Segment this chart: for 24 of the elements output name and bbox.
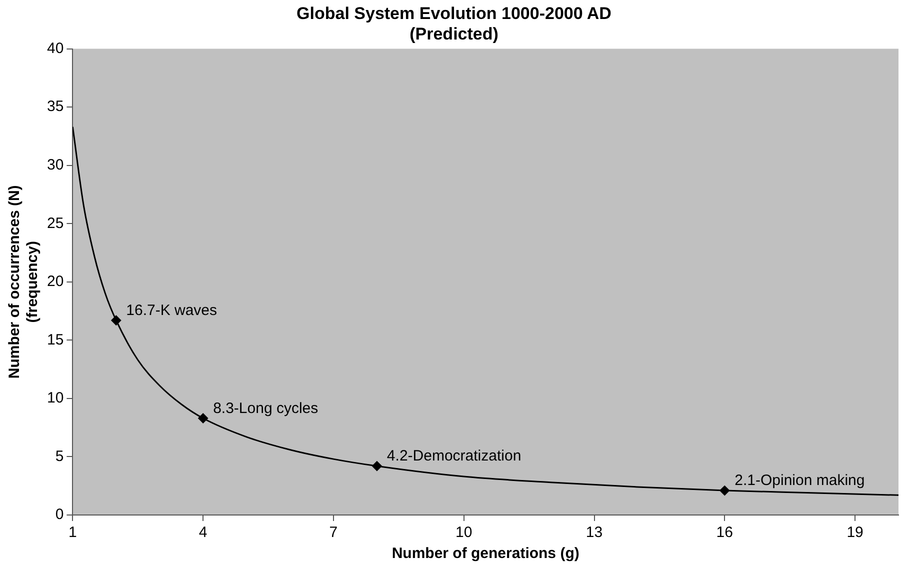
chart-title: Global System Evolution 1000-2000 AD (Predicted): [296, 4, 612, 44]
y-axis-title: Number of occurrences (N) (frequency): [6, 185, 42, 379]
y-tick-label: 30: [46, 156, 64, 174]
y-tick-label: 40: [46, 40, 64, 57]
y-tick-label: 0: [55, 506, 64, 524]
data-label: 2.1-Opinion making: [734, 472, 865, 490]
data-label: 16.7-K waves: [126, 302, 218, 319]
data-label: 4.2-Democratization: [386, 448, 522, 465]
y-tick-label: 5: [55, 448, 64, 465]
x-tick-label: 4: [198, 524, 208, 542]
x-tick-label: 16: [716, 524, 733, 542]
y-tick-label: 35: [46, 98, 64, 116]
x-axis-title: Number of generations (g): [392, 545, 580, 562]
data-label: 8.3-Long cycles: [213, 400, 318, 417]
y-tick-label: 25: [46, 214, 64, 232]
line-series: [72, 126, 898, 496]
x-tick-label: 1: [68, 524, 77, 542]
x-tick-label: 13: [586, 524, 603, 542]
x-tick-label: 7: [329, 524, 338, 542]
y-tick-label: 10: [46, 390, 64, 407]
y-tick-label: 15: [46, 331, 64, 348]
y-tick-label: 20: [46, 273, 64, 290]
x-tick-label: 19: [846, 524, 864, 542]
x-tick-label: 10: [456, 524, 472, 542]
